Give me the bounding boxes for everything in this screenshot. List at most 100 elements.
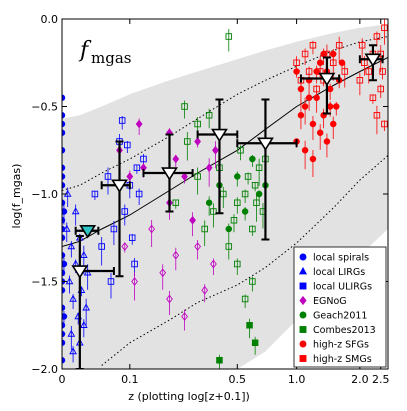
data-point-local-lirgs [69,294,77,302]
data-point-high-z-sfgs [301,146,309,154]
data-point-combes2013 [255,164,263,171]
data-point-egnog [189,215,196,225]
data-point-combes2013 [184,138,191,145]
legend-marker-geach2011 [299,311,307,319]
legend-label: local spirals [313,253,369,264]
data-point-high-z-sgms [309,42,317,49]
data-point-combes2013 [230,216,238,224]
data-point-high-z-sfgs [323,138,331,145]
data-point-high-z-sfgs [330,50,337,58]
data-point-high-z-sfgs [297,85,305,93]
data-point-local-ulirgs [128,234,136,241]
data-point-egnog [212,145,219,155]
data-point-combes2013 [234,199,241,206]
x-tick-label: 0 [59,373,66,386]
data-point-high-z-sgms [369,94,377,101]
data-point-combes2013 [194,173,201,180]
data-point-local-ulirgs [118,117,126,124]
title-main: f [78,38,92,63]
data-point-egnog [126,172,134,181]
data-point-egnog [166,294,173,304]
x-axis-label: z (plotting log[z+0.1]) [128,390,250,403]
data-point-local-lirgs [62,224,71,232]
data-point-local-ulirgs [135,190,143,198]
binned-median-marker [71,265,89,279]
data-point-high-z-sgms [381,120,388,128]
legend-label: Geach2011 [313,311,367,322]
data-point-egnog [131,277,138,286]
data-point-local-ulirgs [131,260,138,268]
legend-marker-egnog [299,295,307,306]
data-point-egnog [159,268,167,278]
data-point-combes2013 [225,33,233,40]
binned-median-marker [111,179,128,194]
binned-medians-layer [71,44,384,369]
binned-median-marker [79,225,97,239]
legend-label: local ULIRGs [313,282,372,293]
data-point-local-lirgs [67,329,76,337]
legend-marker-local-spirals [299,253,307,261]
data-point-combes2013 [201,225,208,233]
y-axis-label: log(f_mgas) [10,164,23,229]
data-point-high-z-sfgs [309,155,317,163]
data-point-high-z-sgms [313,85,320,93]
x-tick-label: 1.0 [288,373,306,386]
data-point-geach2011 [205,199,213,206]
chart-title: f mgas [78,38,131,67]
data-point-high-z-sfgs [330,120,337,128]
y-tick-label: −1.0 [31,188,58,201]
data-point-high-z-sgms [301,50,309,58]
data-point-high-z-sgms [341,68,349,75]
data-point-local-ulirgs [91,190,99,198]
legend-marker-high-z-sfgs [299,340,307,348]
data-point-geach2011 [241,208,249,215]
data-point-egnog [205,163,213,173]
data-point-high-z-sgms [373,33,381,40]
data-point-local-ulirgs [107,278,115,285]
data-point-high-z-sgms [381,24,388,32]
data-point-combes2013 [205,111,213,119]
data-point-combes2013 [241,295,249,303]
data-point-combes2013 [210,208,217,215]
data-point-high-z-sfgs [297,111,305,119]
data-point-combes2013 [244,173,252,180]
data-point-high-z-sfgs [326,103,334,110]
data-point-geach2011 [225,225,233,233]
data-point-local-spirals [62,260,68,268]
data-point-geach2011 [249,155,256,163]
data-point-high-z-sgms [365,68,373,75]
x-tick-label: 2.0 [351,373,369,386]
ticks-layer: 0 0.1 0.5 1.0 2.0 2.5 −2.0 −1.5 −1.0 −0.5 0.0 [31,13,389,386]
data-point-local-ulirgs [133,164,141,171]
data-point-combes2013 [172,199,180,206]
data-point-combes2013 [225,243,233,250]
legend-marker-local-lirgs [298,266,308,275]
binned-median-marker [364,53,382,68]
data-point-local-lirgs [83,268,92,276]
data-point-local-ulirgs [121,208,129,215]
data-point-egnog [172,250,180,260]
data-point-high-z-sgms [358,42,366,49]
data-point-high-z-sfgs [313,94,320,101]
data-point-high-z-sgms [379,68,386,75]
x-tick-label: 2.5 [372,373,390,386]
x-tick-label: 0.5 [229,373,247,386]
data-point-egnog [210,259,217,269]
legend-label: EGNoG [313,296,347,307]
data-point-high-z-sgms [330,59,337,67]
data-point-local-lirgs [79,250,88,258]
data-point-local-spirals [62,208,68,215]
data-point-local-ulirgs [98,243,105,250]
data-point-combes2013 [241,190,249,198]
title-subscript: mgas [91,49,131,67]
data-point-combes2013 [253,199,260,206]
data-point-combes2013 [181,103,188,110]
legend-label: Combes2013 [313,325,376,336]
data-point-high-z-sfgs [338,59,346,67]
binned-median-marker [161,167,178,181]
upper-dotted-line [62,36,388,191]
binned-median-marker [318,72,336,87]
data-point-egnog [121,242,129,251]
